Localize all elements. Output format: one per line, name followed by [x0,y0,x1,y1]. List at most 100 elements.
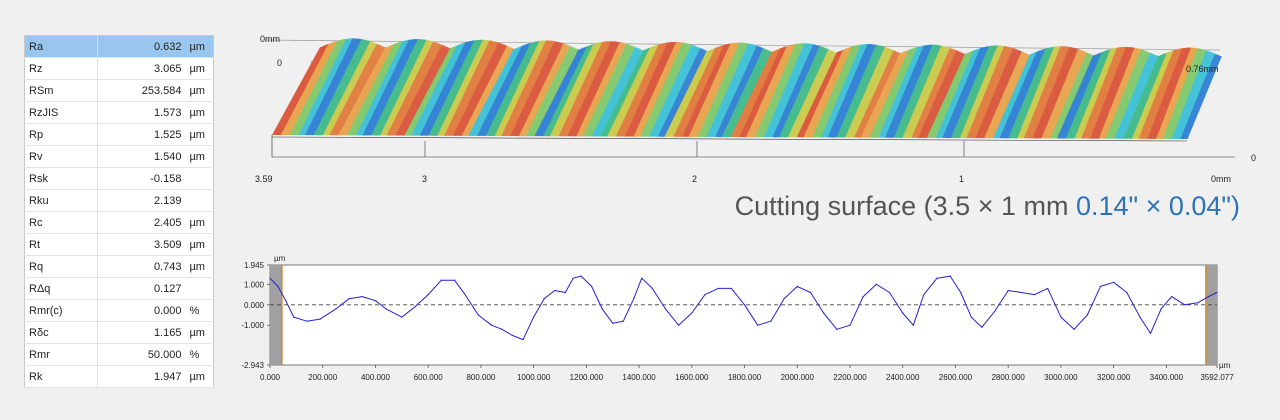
surface-strip-88 [466,48,514,136]
parameter-name: Rk [24,365,99,388]
surface-strip-398 [1149,47,1188,139]
profile-point-0 [269,277,271,279]
surface-strip-168 [642,43,688,137]
x-tick-label-13: 2600.000 [939,373,973,382]
parameter-row-6[interactable]: Rsk -0.158 [24,167,214,190]
y-tick-label-3: -1.000 [241,321,264,330]
surface-strip-164 [633,41,679,137]
surface-strip-385 [1120,55,1159,139]
surface-strip-106 [505,40,554,137]
profile-point-72 [1139,316,1141,318]
parameter-row-11[interactable]: RΔq 0.127 [24,277,214,300]
surface-strip-132 [563,41,610,137]
surface-strip-198 [708,44,753,137]
parameter-row-8[interactable]: Rc 2.405 µm [24,211,214,234]
surface-strip-375 [1098,48,1138,139]
profile-point-77 [1197,302,1199,304]
profile-point-75 [1171,296,1173,298]
surface-strip-174 [655,47,701,137]
x-tick-label-12: 2400.000 [886,373,920,382]
profile-point-36 [678,324,680,326]
excluded-region-1 [1205,265,1217,365]
surface-strip-136 [571,41,619,137]
surface-strip-118 [532,49,580,137]
surface-strip-111 [516,43,564,137]
profile-point-53 [902,312,904,314]
parameter-unit: µm [185,79,214,102]
surface-front-edge [271,136,1188,142]
surface-strip-172 [651,45,697,137]
surface-strip-57 [397,46,447,136]
surface-strip-131 [560,41,608,137]
surface-strip-291 [913,49,955,138]
x-tick-label-5: 1000.000 [517,373,551,382]
surface-strip-381 [1112,52,1151,139]
profile-point-43 [770,320,772,322]
surface-strip-407 [1169,50,1207,139]
surface-strip-382 [1114,53,1153,139]
surface-strip-142 [585,44,632,137]
surface-strip-311 [957,45,999,138]
profile-point-60 [981,326,983,328]
surface-strip-76 [439,40,488,136]
surface-strip-28 [333,46,384,136]
surface-strip-252 [827,44,871,138]
surface-strip-232 [783,47,827,138]
profile-point-79 [1216,291,1218,294]
profile-point-24 [554,289,556,292]
parameter-row-7[interactable]: Rku 2.139 [24,189,214,212]
profile-point-39 [717,287,719,290]
parameter-row-5[interactable]: Rv 1.540 µm [24,145,214,168]
x-tick-label-16: 3200.000 [1097,373,1131,382]
parameter-value: 3.509 [97,233,186,256]
parameter-row-15[interactable]: Rk 1.947 µm [24,365,214,388]
profile-point-66 [1060,316,1062,318]
surface-strip-175 [657,48,703,137]
parameter-name: RΔq [24,277,99,300]
surface-strip-405 [1164,48,1203,139]
surface-strip-254 [832,44,875,138]
surface-strip-371 [1089,46,1129,139]
profile-point-1 [277,285,279,287]
surface-strip-236 [792,51,836,138]
parameter-row-12[interactable]: Rmr(c) 0.000% [24,299,214,322]
parameter-row-13[interactable]: Rδc 1.165 µm [24,321,214,344]
surface-strip-317 [970,47,1012,139]
parameter-row-3[interactable]: RzJIS 1.573 µm [24,101,214,124]
parameter-name: Rmr [24,343,99,366]
parameter-name: RSm [24,79,99,102]
surface-strip-80 [448,41,497,136]
parameter-row-10[interactable]: Rq 0.743 µm [24,255,214,278]
parameter-unit: % [185,299,214,322]
x-tick-label-3: 600.000 [414,373,443,382]
parameter-unit: % [185,343,214,366]
parameter-row-4[interactable]: Rp 1.525 µm [24,123,214,146]
profile-point-44 [783,298,785,300]
surface-strip-315 [966,46,1007,139]
surface-strip-284 [898,45,940,138]
parameter-row-9[interactable]: Rt 3.509 µm [24,233,214,256]
y-axis-unit-label: µm [274,254,286,263]
surface-strip-207 [728,51,773,137]
surface-strip-370 [1087,46,1127,139]
profile-point-6 [335,308,337,310]
surface-strip-342 [1026,46,1066,139]
parameter-row-2[interactable]: RSm 253.584 µm [24,79,214,102]
surface-strip-290 [911,48,953,138]
parameter-row-0[interactable]: Ra 0.632 µm [24,35,214,58]
parameter-row-14[interactable]: Rmr 50.000% [24,343,214,366]
parameter-name: Rt [24,233,99,256]
profile-point-73 [1149,332,1152,335]
surface-strip-286 [902,45,944,138]
profile-point-59 [970,316,972,318]
parameter-value: 0.000 [97,299,186,322]
parameter-row-1[interactable]: Rz 3.065 µm [24,57,214,80]
surface-strip-23 [322,41,373,136]
surface-strip-354 [1052,53,1092,139]
surface-strip-378 [1105,49,1144,139]
surface-strip-402 [1158,47,1196,139]
surface-strip-220 [757,43,801,138]
surface-strip-14 [302,38,354,136]
surface-strip-369 [1085,47,1125,139]
profile-point-42 [757,324,759,326]
